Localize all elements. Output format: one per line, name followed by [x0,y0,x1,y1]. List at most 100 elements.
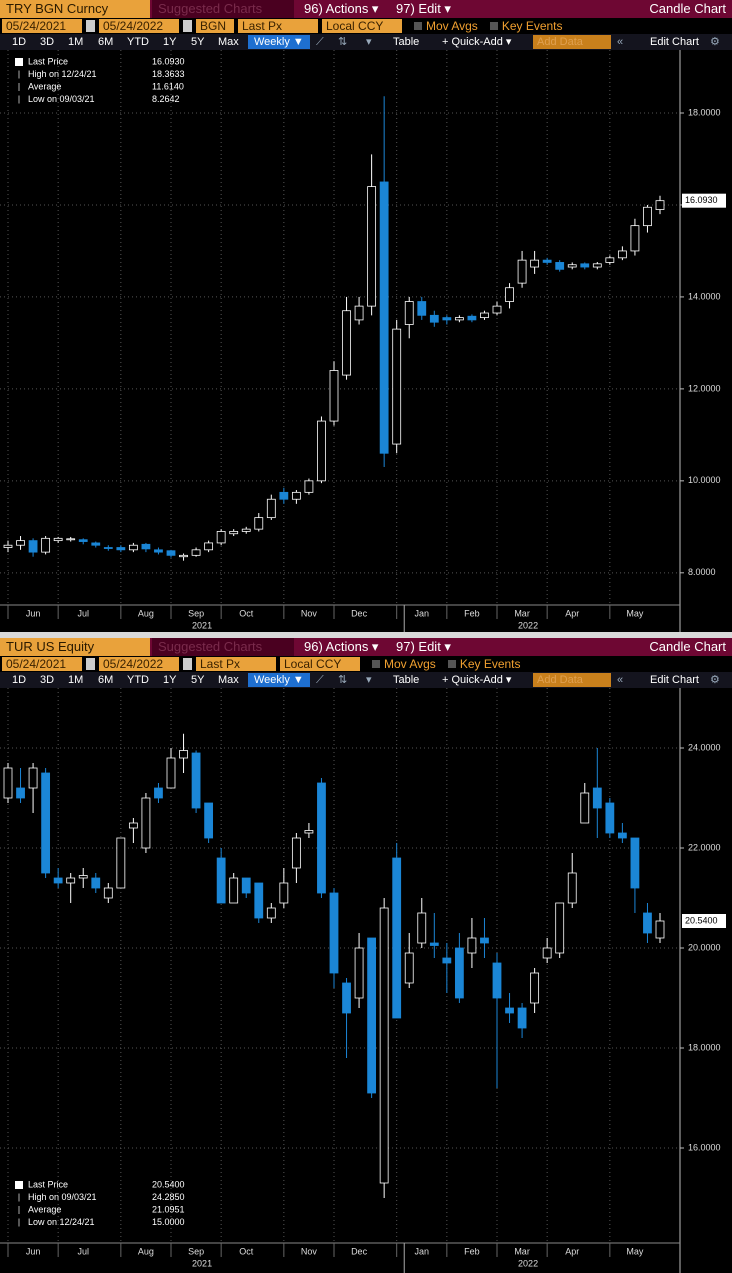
y-tick-label: 12.0000 [688,383,721,393]
toolbar-button[interactable]: Add Data [533,35,611,49]
candle-body [266,498,276,519]
setting-field[interactable]: Last Px [196,657,276,671]
candle-body [429,314,439,323]
actions-menu[interactable]: 96) Actions ▾ [304,639,379,654]
toolbar-button[interactable]: 3D [40,36,55,48]
toolbar-icon[interactable]: ▾ [366,674,372,686]
security-field[interactable]: TUR US Equity [0,638,150,656]
toolbar-button[interactable]: + Quick-Add ▾ [442,674,512,686]
x-tick-label: Aug [138,1246,154,1256]
toolbar: 1D 3D 1M 6M YTD 1Y 5Y Max Weekly ▼ Table + Quick-A… [0,672,732,688]
toolbar-button[interactable]: Table [393,674,420,686]
candle-body [191,752,201,809]
suggested-charts[interactable]: Suggested Charts [152,0,294,18]
candle-body [216,857,226,904]
toolbar-button[interactable]: 6M [98,36,114,48]
suggested-charts[interactable]: Suggested Charts [152,638,294,656]
candle-body [429,942,439,946]
toolbar-button[interactable]: Add Data [533,673,611,687]
candle-body [542,259,552,263]
x-tick-label: Jul [77,1246,89,1256]
setting-field[interactable]: Local CCY [322,19,402,33]
candle-body [154,787,163,799]
candle-body [555,902,565,954]
security-field[interactable]: TRY BGN Curncy [0,0,150,18]
candle-body [116,547,126,551]
y-tick-label: 22.0000 [688,842,721,852]
x-tick-label: Jan [415,608,430,618]
candle-body [580,263,590,268]
candle-body [53,537,63,542]
toolbar-button[interactable]: 1D [12,674,27,686]
candle-body [467,315,477,321]
calendar-icon[interactable] [86,20,95,32]
legend-label: Low on 12/24/21 [28,1217,95,1227]
toolbar-button[interactable]: Max [218,674,239,686]
toolbar-button[interactable]: Weekly ▼ [248,673,310,687]
toolbar-button[interactable]: Edit Chart [650,674,699,686]
toolbar-icon[interactable]: ⟋ [316,674,324,686]
candle-body [367,937,377,1094]
x-tick-label: Dec [351,1246,368,1256]
toolbar-button[interactable]: YTD [127,36,149,48]
toolbar-button[interactable]: 6M [98,674,114,686]
x-tick-label: Feb [464,608,480,618]
toolbar-icon[interactable]: ⇅ [338,36,348,48]
calendar-icon[interactable] [86,658,95,670]
checkbox-option[interactable]: Mov Avgs [412,19,478,33]
candle-body [480,312,489,319]
toolbar-button[interactable]: Max [218,36,239,48]
candle-body [592,787,602,809]
candle-body [41,772,51,874]
candle-body [655,920,665,939]
candle-body [116,837,126,889]
edit-menu[interactable]: 97) Edit ▾ [396,639,451,654]
candle-body [605,802,615,834]
edit-menu[interactable]: 97) Edit ▾ [396,1,451,16]
toolbar-button[interactable]: 1M [68,674,84,686]
setting-field[interactable]: 05/24/2022 [99,19,179,33]
setting-field[interactable]: Last Px [238,19,318,33]
toolbar-button[interactable]: Edit Chart [650,36,699,48]
toolbar-button[interactable]: 3D [40,674,55,686]
y-tick-label: 18.0000 [688,1042,721,1052]
x-tick-label: Oct [239,1246,254,1256]
checkbox-option[interactable]: Key Events [488,19,563,33]
calendar-icon[interactable] [183,658,192,670]
setting-field[interactable]: BGN [196,19,234,33]
toolbar-button[interactable]: 1Y [163,36,177,48]
setting-field[interactable]: 05/24/2021 [2,657,82,671]
candle-body [492,305,502,314]
toolbar-icon[interactable]: ⚙ [710,36,720,48]
toolbar-icon[interactable]: ⟋ [316,36,324,48]
toolbar-button[interactable]: + Quick-Add ▾ [442,36,512,48]
title-bar: TUR US Equity Suggested Charts 96) Actions… [0,638,732,656]
toolbar-button[interactable]: Table [393,36,420,48]
setting-field[interactable]: Local CCY [280,657,360,671]
toolbar-icon[interactable]: ⇅ [338,674,348,686]
setting-field[interactable]: 05/24/2022 [99,657,179,671]
x-tick-label: Dec [351,608,368,618]
checkbox-option[interactable]: Mov Avgs [370,657,436,671]
toolbar-button[interactable]: 1M [68,36,84,48]
chart-kind: Candle Chart [649,1,726,16]
toolbar-button[interactable]: 1D [12,36,27,48]
candle-body [154,549,163,553]
toolbar-icon[interactable]: « [617,674,624,686]
toolbar-icon[interactable]: ⚙ [710,674,720,686]
toolbar-button[interactable]: 5Y [191,674,205,686]
setting-field[interactable]: 05/24/2021 [2,19,82,33]
actions-menu[interactable]: 96) Actions ▾ [304,1,379,16]
toolbar-button[interactable]: 5Y [191,36,205,48]
settings-bar: 05/24/2021 05/24/2022 BGN Last Px Local CCY M… [0,18,732,34]
toolbar-icon[interactable]: « [617,36,624,48]
x-tick-label: Nov [301,1246,318,1256]
calendar-icon[interactable] [183,20,192,32]
toolbar-button[interactable]: Weekly ▼ [248,35,310,49]
toolbar-button[interactable]: YTD [127,674,149,686]
toolbar-button[interactable]: 1Y [163,674,177,686]
toolbar-icon[interactable]: ▾ [366,36,372,48]
checkbox-option[interactable]: Key Events [446,657,521,671]
y-tick-label: 24.0000 [688,742,721,752]
